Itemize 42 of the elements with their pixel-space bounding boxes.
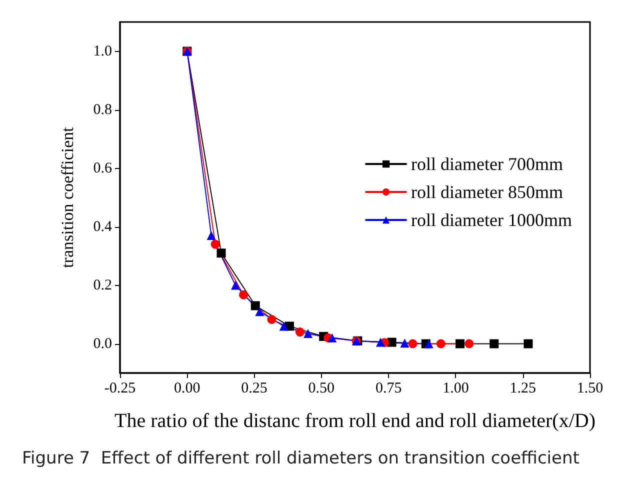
legend-label: roll diameter 700mm	[411, 154, 564, 174]
x-tick-label: 0.50	[308, 380, 335, 396]
point	[304, 329, 312, 338]
legend-label: roll diameter 1000mm	[411, 210, 572, 230]
y-tick-label: 1.0	[93, 43, 112, 60]
x-tick-label: 1.00	[442, 380, 469, 396]
point	[267, 314, 276, 324]
point	[295, 328, 304, 337]
point	[456, 339, 465, 348]
y-tick-label: 0.6	[93, 160, 112, 176]
point	[464, 339, 474, 348]
point	[387, 338, 396, 347]
legend-label: roll diameter 850mm	[411, 182, 564, 202]
point	[250, 301, 260, 310]
point	[524, 339, 533, 348]
point	[230, 280, 240, 290]
x-axis-title: The ratio of the distanc from roll end and roll diameter(x/D)	[114, 410, 596, 432]
x-tick-label: 0.75	[375, 380, 402, 396]
point	[216, 248, 226, 258]
y-tick-label: 0.4	[93, 218, 112, 235]
point	[400, 338, 410, 348]
point	[255, 307, 264, 316]
point	[424, 339, 434, 348]
x-tick-label: 1.50	[576, 380, 604, 396]
point	[210, 240, 220, 249]
point	[408, 339, 418, 348]
x-tick-label: 0.00	[174, 380, 200, 396]
point	[376, 338, 386, 347]
y-tick-label: 0.0	[93, 336, 112, 352]
y-tick-label: 0.8	[93, 102, 112, 118]
y-axis-title: transition coefficient	[58, 126, 77, 268]
point	[328, 333, 337, 342]
y-tick-label: 0.2	[93, 277, 112, 294]
x-tick-label: 1.25	[510, 380, 536, 396]
point	[206, 231, 216, 240]
point	[436, 339, 446, 348]
caption: Figure 7 Effect of different roll diameters on transition coefficient	[22, 448, 580, 468]
point	[279, 322, 288, 331]
x-tick-label: 0.25	[241, 380, 268, 396]
point	[490, 339, 499, 348]
x-tick-label: -0.25	[104, 380, 136, 396]
point	[239, 290, 248, 300]
